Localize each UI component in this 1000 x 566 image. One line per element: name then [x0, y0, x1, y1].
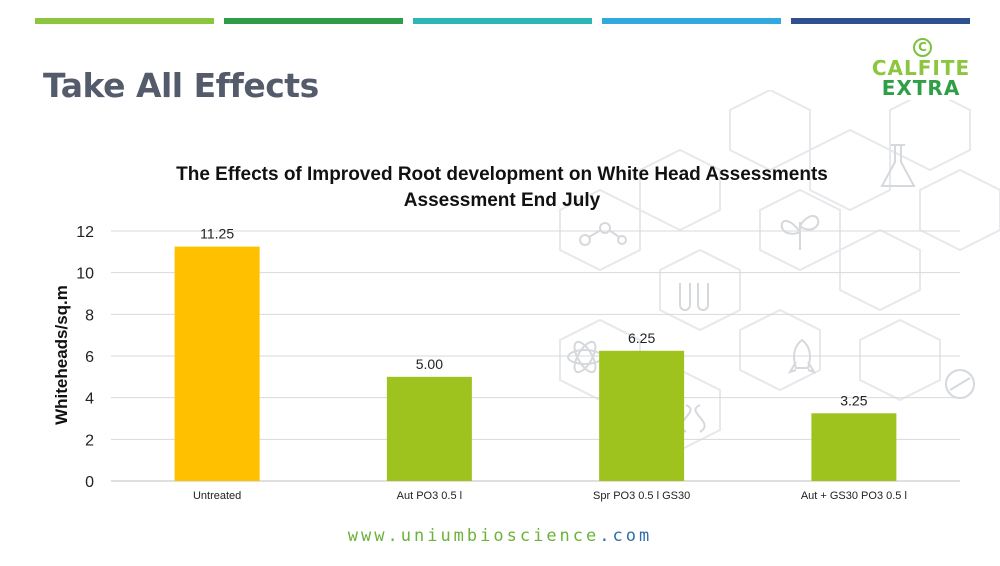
- logo-mark: C: [913, 38, 932, 57]
- bar: [386, 376, 472, 481]
- data-label: 11.25: [200, 226, 234, 242]
- accent-bar: [791, 18, 970, 24]
- accent-bar: [602, 18, 781, 24]
- plant-icon: [780, 215, 820, 250]
- test-tubes-icon: [679, 283, 709, 311]
- page-title: Take All Effects: [43, 66, 319, 105]
- x-axis-ticks: Untreated Aut PO3 0.5 l Spr PO3 0.5 l GS30…: [193, 490, 907, 502]
- y-tick-label: 12: [76, 224, 94, 241]
- footer-website[interactable]: www.uniumbioscience.com: [0, 526, 1000, 546]
- footer-suffix: .com: [599, 526, 653, 546]
- y-tick-label: 6: [85, 349, 94, 366]
- accent-bar: [413, 18, 592, 24]
- data-label: 5.00: [416, 356, 443, 372]
- data-labels: 11.25 5.00 6.25 3.25: [200, 226, 868, 409]
- flask-icon: [880, 144, 916, 187]
- chart-title: The Effects of Improved Root development…: [176, 164, 828, 185]
- bar: [174, 246, 260, 481]
- y-axis-ticks: 0 2 4 6 8 10 12: [76, 224, 94, 491]
- y-axis-label: Whiteheads/sq.m: [52, 285, 71, 425]
- x-tick-label: Aut + GS30 PO3 0.5 l: [801, 490, 907, 502]
- x-tick-label: Untreated: [193, 490, 241, 502]
- footer-prefix: www.: [347, 526, 401, 546]
- data-label: 3.25: [840, 392, 867, 408]
- y-tick-label: 0: [85, 474, 94, 491]
- x-tick-label: Spr PO3 0.5 l GS30: [593, 490, 690, 502]
- rocket-icon: [787, 338, 817, 374]
- y-tick-label: 2: [85, 432, 94, 449]
- bar: [599, 350, 685, 481]
- y-tick-label: 4: [85, 391, 94, 408]
- data-label: 6.25: [628, 330, 655, 346]
- accent-bar: [224, 18, 403, 24]
- footer-brand: uniumbioscience: [400, 526, 600, 546]
- accent-bar: [35, 18, 214, 24]
- bars: [174, 246, 897, 481]
- logo-line-1: CALFITE: [871, 56, 971, 80]
- accent-bars: [35, 18, 970, 24]
- bar: [811, 413, 897, 481]
- x-tick-label: Aut PO3 0.5 l: [397, 490, 462, 502]
- y-tick-label: 8: [85, 307, 94, 324]
- logo-line-2: EXTRA: [881, 76, 961, 100]
- y-tick-label: 10: [76, 266, 94, 283]
- chart-subtitle: Assessment End July: [404, 190, 601, 211]
- calfite-extra-logo: C CALFITE EXTRA: [868, 36, 974, 100]
